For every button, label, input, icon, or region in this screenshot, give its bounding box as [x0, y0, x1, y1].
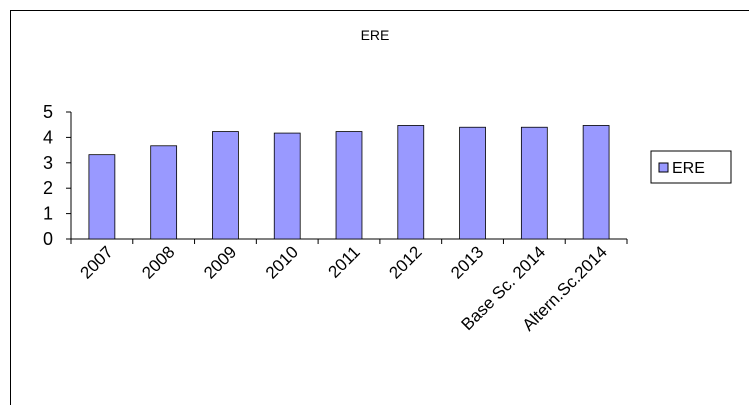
bar [583, 125, 609, 239]
chart-title: ERE [361, 27, 390, 43]
y-tick-label: 4 [43, 127, 53, 147]
bar [274, 133, 300, 239]
y-tick-label: 5 [43, 102, 53, 122]
bar [212, 132, 238, 239]
bar [89, 155, 115, 239]
bar [151, 146, 177, 239]
y-tick-label: 0 [43, 229, 53, 249]
legend-swatch [659, 163, 668, 172]
chart-frame [11, 11, 749, 406]
bar [521, 127, 547, 239]
y-tick-label: 1 [43, 204, 53, 224]
y-tick-label: 2 [43, 178, 53, 198]
y-tick-label: 3 [43, 153, 53, 173]
bar [398, 125, 424, 239]
legend-label: ERE [672, 160, 705, 177]
bar [336, 132, 362, 239]
bar [460, 127, 486, 239]
